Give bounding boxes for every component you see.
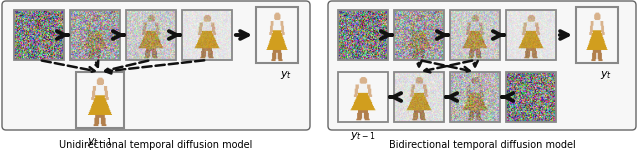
Bar [576,7,618,63]
Text: $y_t$: $y_t$ [600,69,612,81]
Text: $y_{t-1}$: $y_{t-1}$ [350,130,376,142]
Bar [70,10,120,60]
Bar [182,10,232,60]
Text: Unidirectional temporal diffusion model: Unidirectional temporal diffusion model [60,140,253,150]
FancyBboxPatch shape [328,1,636,130]
Bar [506,72,556,122]
Bar [256,7,298,63]
Bar [338,72,388,122]
Bar [450,72,500,122]
Bar [506,10,556,60]
Text: Bidirectional temporal diffusion model: Bidirectional temporal diffusion model [388,140,575,150]
Bar [394,10,444,60]
Bar [126,10,176,60]
Bar [450,10,500,60]
FancyBboxPatch shape [2,1,310,130]
Bar [76,72,124,128]
Bar [14,10,64,60]
Bar [338,10,388,60]
Text: $y_{t-1}$: $y_{t-1}$ [87,136,113,148]
Bar [394,72,444,122]
Text: $y_t$: $y_t$ [280,69,292,81]
